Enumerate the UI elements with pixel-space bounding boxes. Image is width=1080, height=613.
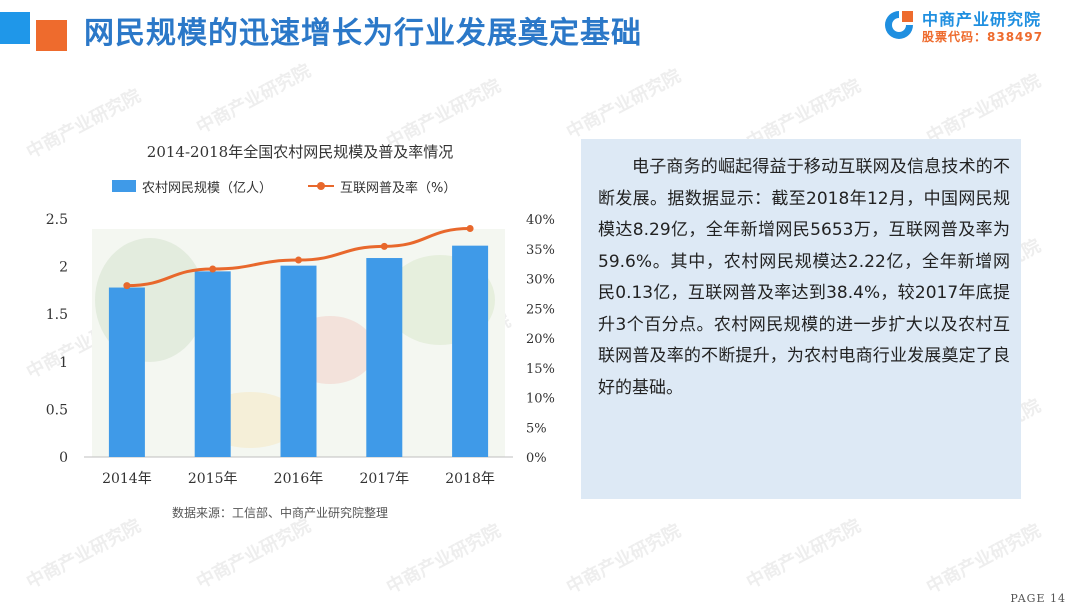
legend-label-bar: 农村网民规模（亿人） (142, 181, 273, 196)
bar-2015年 (194, 271, 231, 457)
logo-mark-icon (885, 11, 913, 39)
right-axis-tick-label: 35% (526, 243, 555, 258)
right-axis-tick-label: 10% (526, 392, 555, 407)
legend-bar-swatch (112, 180, 136, 192)
x-axis-tick-label: 2017年 (359, 471, 409, 487)
header-accent-blue (0, 12, 30, 44)
line-point-2015年 (209, 265, 217, 273)
bar-2017年 (366, 258, 403, 457)
right-axis-tick-label: 0% (526, 451, 547, 466)
header-accent-orange (36, 20, 67, 51)
bar-2018年 (452, 245, 489, 457)
source-note: 数据来源：工信部、中商产业研究院整理 (172, 506, 389, 520)
page-title: 网民规模的迅速增长为行业发展奠定基础 (84, 16, 642, 51)
summary-panel: 电子商务的崛起得益于移动互联网及信息技术的不断发展。据数据显示：截至2018年1… (581, 139, 1021, 499)
legend-line-marker (317, 182, 325, 190)
x-axis-tick-label: 2014年 (102, 471, 152, 487)
bar-2014年 (108, 287, 145, 457)
right-axis-tick-label: 15% (526, 362, 555, 377)
left-axis-tick-label: 0 (59, 450, 68, 466)
right-axis-tick-label: 25% (526, 302, 555, 317)
left-axis-tick-label: 2.5 (46, 212, 68, 228)
logo-stock-code: 股票代码：838497 (922, 30, 1044, 44)
right-axis-tick-label: 30% (526, 273, 555, 288)
right-axis-tick-label: 20% (526, 332, 555, 347)
company-logo: 中商产业研究院 股票代码：838497 (882, 6, 1072, 46)
line-point-2014年 (123, 282, 131, 290)
summary-text: 电子商务的崛起得益于移动互联网及信息技术的不断发展。据数据显示：截至2018年1… (598, 157, 1010, 398)
x-axis-tick-label: 2016年 (274, 471, 324, 487)
left-axis-tick-label: 0.5 (46, 402, 68, 418)
left-axis-tick-label: 1 (59, 355, 68, 371)
chart-title: 2014-2018年全国农村网民规模及普及率情况 (146, 143, 454, 161)
page-number: PAGE 14 (1010, 592, 1066, 605)
logo-company-name: 中商产业研究院 (922, 10, 1042, 29)
left-axis-tick-label: 1.5 (46, 307, 68, 323)
right-axis-tick-label: 40% (526, 213, 555, 228)
x-axis-tick-label: 2015年 (188, 471, 238, 487)
legend-label-line: 互联网普及率（%） (340, 181, 457, 196)
x-axis-tick-label: 2018年 (445, 471, 495, 487)
line-point-2017年 (380, 242, 388, 250)
line-point-2016年 (295, 256, 302, 264)
right-axis-tick-label: 5% (526, 421, 547, 436)
bar-2016年 (280, 265, 317, 457)
line-point-2018年 (466, 225, 474, 233)
left-axis-tick-label: 2 (59, 260, 68, 276)
